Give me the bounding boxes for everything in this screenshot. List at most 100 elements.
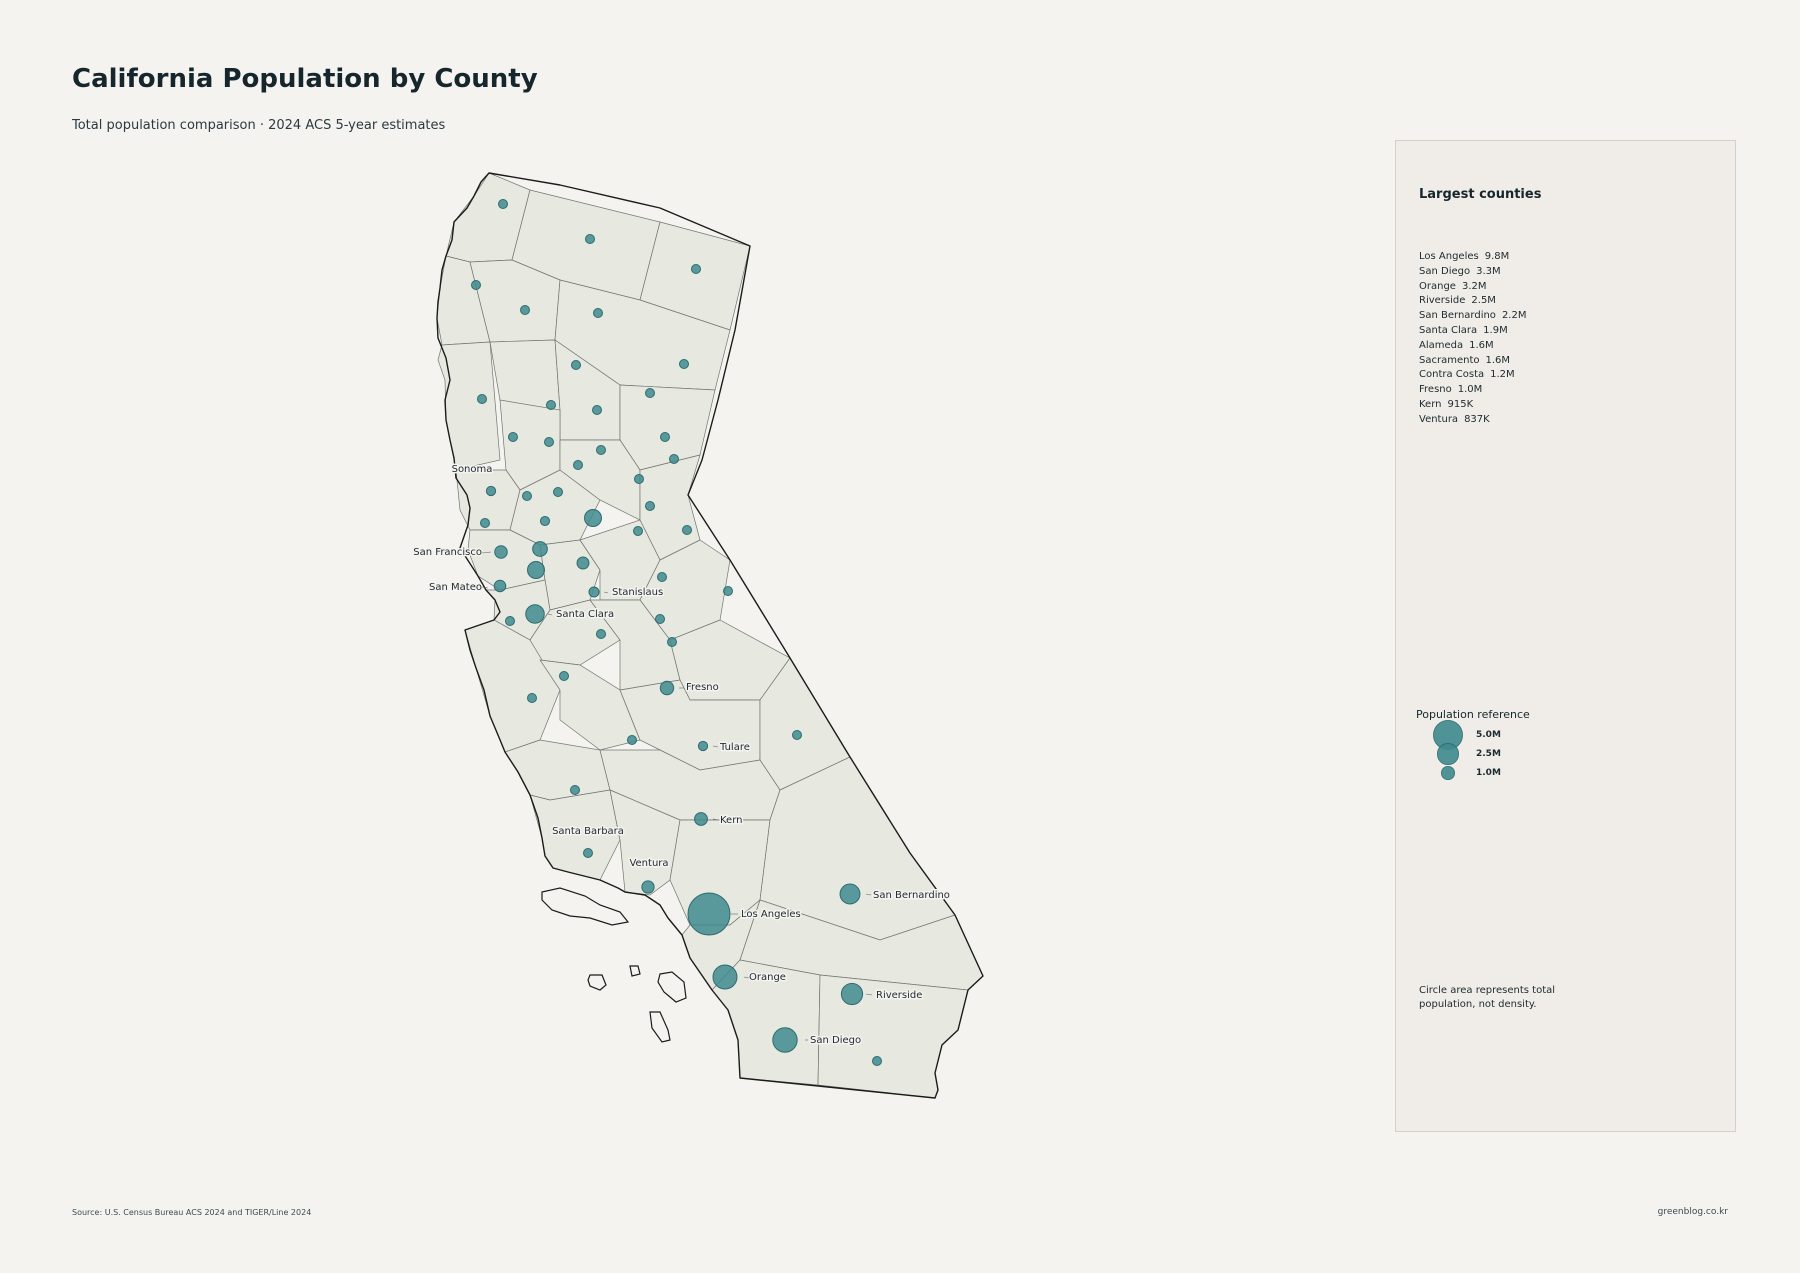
leader-line	[603, 591, 609, 594]
county-population: 1.2M	[1490, 369, 1515, 381]
population-bubble	[697, 740, 709, 752]
population-bubble	[679, 359, 689, 369]
island-shape	[629, 965, 641, 977]
county-population: 915K	[1447, 398, 1474, 410]
county-label-santa-clara: Santa Clara	[556, 609, 614, 620]
county-population: 2.2M	[1501, 310, 1527, 322]
list-item: Riverside 2.5M	[1419, 294, 1526, 309]
county-shape	[504, 739, 611, 801]
population-bubble	[480, 518, 490, 528]
population-bubble	[520, 305, 530, 315]
population-bubble	[839, 883, 861, 905]
county-labels: Sonoma San Francisco San Mateo Stanislau…	[412, 463, 952, 1048]
population-bubble	[584, 509, 602, 527]
county-population: 2.5M	[1471, 295, 1496, 307]
county-name: Contra Costa	[1419, 369, 1485, 381]
population-bubble	[571, 360, 581, 370]
largest-counties-list: Los Angeles 9.8M San Diego 3.3M Orange 3.2M…	[1419, 250, 1526, 428]
county-name: Ventura	[1419, 413, 1459, 425]
county-name: Alameda	[1419, 339, 1464, 351]
population-bubble	[596, 445, 606, 455]
population-bubble	[498, 199, 508, 209]
county-population: 9.8M	[1484, 251, 1510, 262]
county-shape	[619, 384, 716, 471]
island-shape	[649, 1011, 671, 1043]
county-label-stanislaus: Stanislaus	[612, 587, 663, 598]
population-bubble	[593, 308, 603, 318]
panel-note: Circle area represents total population,…	[1419, 985, 1556, 1010]
county-label-kern: Kern	[720, 815, 743, 826]
list-item: Alameda 1.6M	[1419, 339, 1526, 354]
county-name: Sacramento	[1419, 354, 1480, 366]
legend-title: Population reference	[1416, 708, 1530, 721]
population-bubble	[539, 515, 551, 527]
county-label-ventura: Ventura	[629, 858, 668, 869]
list-item: San Bernardino 2.2M	[1419, 309, 1526, 324]
county-label-los-angeles: Los Angeles	[741, 909, 801, 920]
population-bubble	[633, 526, 643, 536]
legend-label: 5.0M	[1476, 730, 1501, 740]
island-shape	[657, 971, 687, 1003]
population-bubble	[588, 586, 600, 598]
county-boundaries	[436, 172, 984, 1099]
population-bubble	[570, 785, 580, 795]
credit-link[interactable]: greenblog.co.kr	[1657, 1207, 1728, 1217]
population-bubble	[687, 892, 731, 936]
list-item: Orange 3.2M	[1419, 280, 1526, 295]
county-shape	[539, 659, 641, 751]
leader-line	[481, 551, 492, 554]
population-bubble	[645, 388, 655, 398]
county-label-fresno: Fresno	[686, 682, 719, 693]
county-name: San Diego	[1419, 265, 1471, 277]
legend-label: 2.5M	[1476, 749, 1501, 759]
page-subtitle: Total population comparison · 2024 ACS 5…	[72, 118, 446, 133]
population-bubble	[840, 982, 864, 1006]
legend-bubble	[1441, 766, 1455, 780]
population-bubble	[583, 848, 593, 858]
population-bubble	[596, 629, 606, 639]
population-bubble	[522, 491, 532, 501]
population-bubble	[485, 485, 497, 497]
population-bubble	[772, 1027, 798, 1053]
population-bubble	[546, 400, 556, 410]
county-label-sonoma: Sonoma	[452, 464, 493, 475]
island-shape	[541, 887, 630, 926]
population-bubble	[694, 812, 708, 826]
population-bubble	[712, 964, 738, 990]
population-bubble	[493, 579, 507, 593]
source-note: Source: U.S. Census Bureau ACS 2024 and …	[72, 1208, 312, 1217]
list-item: Contra Costa 1.2M	[1419, 368, 1526, 383]
population-bubble	[667, 637, 677, 647]
county-name: Santa Clara	[1419, 324, 1478, 336]
list-item: Sacramento 1.6M	[1419, 354, 1526, 369]
leader-line	[743, 976, 750, 979]
population-bubble	[525, 604, 545, 624]
leader-line	[481, 586, 489, 589]
page-title: California Population by County	[72, 64, 538, 94]
county-name: San Bernardino	[1419, 310, 1496, 322]
county-label-san-bernardino: San Bernardino	[873, 890, 950, 901]
list-item: Santa Clara 1.9M	[1419, 324, 1526, 339]
population-bubble	[657, 572, 667, 582]
population-bubble	[573, 460, 583, 470]
list-item: Los Angeles 9.8M	[1419, 250, 1526, 265]
population-bubble	[527, 561, 545, 579]
population-bubble	[471, 280, 481, 290]
population-bubble	[576, 556, 590, 570]
population-bubble	[655, 614, 665, 624]
island-shape	[587, 974, 607, 991]
population-bubble	[592, 405, 602, 415]
county-label-san-mateo: San Mateo	[429, 582, 482, 593]
population-bubble	[660, 432, 670, 442]
state-outline	[436, 172, 984, 1099]
leader-line	[547, 613, 553, 616]
population-bubble	[532, 541, 548, 557]
county-name: Los Angeles	[1419, 251, 1479, 262]
county-population: 1.6M	[1469, 339, 1494, 351]
population-bubble	[508, 432, 518, 442]
county-shape	[437, 341, 501, 471]
population-bubble	[527, 693, 537, 703]
legend-item-2-5m: 2.5M	[1436, 742, 1556, 766]
